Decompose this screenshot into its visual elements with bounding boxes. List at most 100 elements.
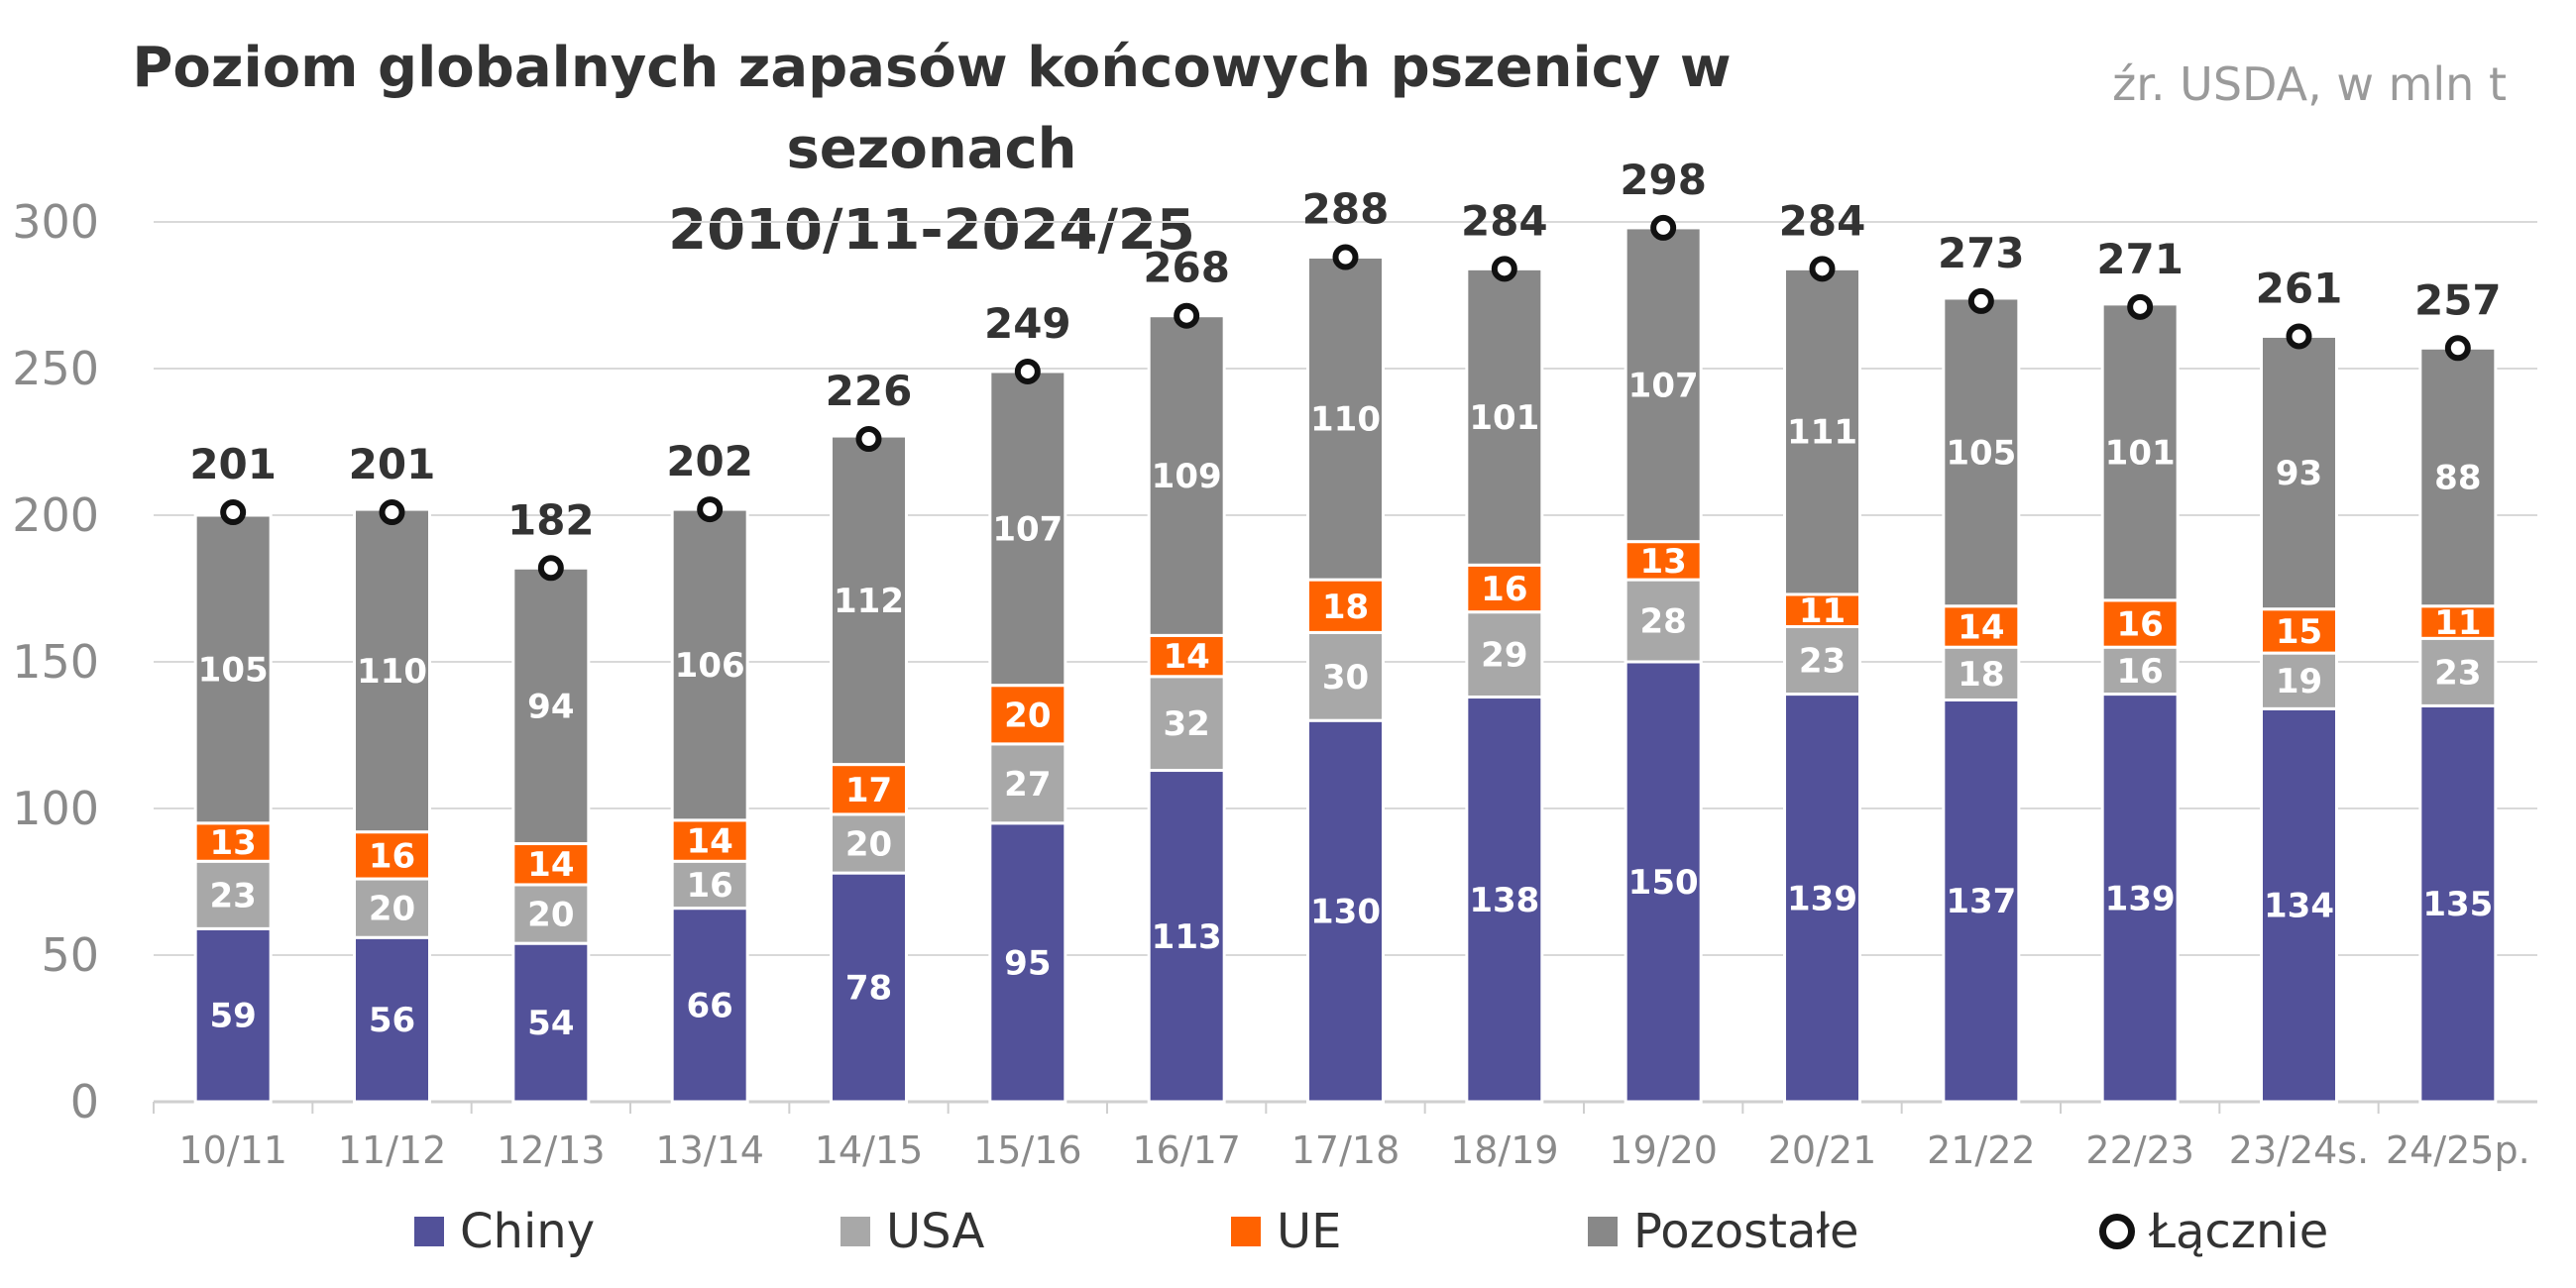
data-label-ue: 13 — [1640, 542, 1687, 582]
legend-swatch-pozostale — [1588, 1217, 1618, 1246]
bar-segment-usa — [2100, 645, 2180, 697]
data-label-pozostale: 109 — [1152, 457, 1222, 496]
data-label-ue: 14 — [527, 845, 574, 885]
bars: 5923131055620161105420149466161410678201… — [193, 226, 2498, 1104]
bar-segment-usa — [1783, 624, 1861, 697]
bar-segment-chiny — [353, 935, 431, 1104]
data-label-ue: 16 — [369, 836, 415, 876]
bar-segment-usa — [511, 883, 591, 945]
x-tick-label: 14/15 — [815, 1128, 924, 1172]
bar-segment-ue — [988, 684, 1067, 746]
data-label-usa: 27 — [1004, 765, 1051, 805]
data-label-usa: 20 — [845, 825, 892, 865]
y-axis: 0 50 100 150 200 250 300 — [12, 195, 99, 1128]
y-tick-label-100: 100 — [12, 782, 99, 835]
x-axis: 10/11 11/12 12/13 13/14 14/15 15/16 16/17 17/18… — [153, 1102, 2530, 1172]
legend-item-chiny: Chiny — [414, 1197, 595, 1266]
data-label-usa: 20 — [527, 896, 574, 935]
total-label: 226 — [826, 367, 913, 415]
data-label-usa: 23 — [210, 876, 257, 915]
total-marker — [379, 499, 405, 526]
data-label-chiny: 56 — [369, 1001, 415, 1040]
bar-segment-chiny — [670, 907, 749, 1104]
total-marker — [537, 555, 564, 582]
bar-segment-ue — [1306, 578, 1385, 634]
data-label-ue: 11 — [1799, 591, 1846, 631]
legend-label-ue: UE — [1277, 1204, 1342, 1259]
total-marker — [855, 426, 882, 453]
bar-segment-pozostale — [1306, 256, 1385, 582]
total-label: 202 — [666, 437, 753, 485]
x-tick-label: 24/25p. — [2386, 1128, 2530, 1172]
bar-segment-usa — [830, 812, 908, 875]
bar-segment-usa — [988, 742, 1067, 825]
bar-segment-pozostale — [193, 513, 273, 825]
data-label-ue: 16 — [1481, 570, 1527, 609]
bar-segment-pozostale — [1147, 314, 1226, 637]
legend-item-lacznie: Łącznie — [2099, 1197, 2328, 1266]
total-label: 182 — [507, 495, 595, 544]
data-label-chiny: 113 — [1152, 917, 1222, 957]
data-label-chiny: 150 — [1628, 863, 1699, 903]
x-tick-label: 10/11 — [178, 1128, 287, 1172]
bar-segment-pozostale — [353, 507, 431, 834]
data-label-usa: 16 — [2117, 652, 2164, 692]
data-label-ue: 20 — [1004, 696, 1051, 735]
bar-segment-chiny — [2100, 693, 2180, 1104]
data-label-ue: 16 — [2117, 605, 2164, 645]
x-tick-label: 19/20 — [1609, 1128, 1718, 1172]
data-label-pozostale: 107 — [992, 509, 1063, 549]
x-tick-label: 20/21 — [1768, 1128, 1877, 1172]
data-label-usa: 16 — [687, 866, 733, 906]
bar-segment-chiny — [1147, 769, 1226, 1104]
data-label-pozostale: 105 — [198, 650, 269, 690]
data-label-chiny: 139 — [1787, 879, 1857, 918]
data-label-ue: 14 — [1164, 637, 1210, 677]
total-marker — [697, 496, 724, 523]
data-label-pozostale: 101 — [1469, 398, 1539, 438]
data-label-ue: 15 — [2276, 612, 2322, 652]
chart-title: Poziom globalnych zapasów końcowych psze… — [0, 28, 1863, 271]
bar-segment-ue — [830, 763, 908, 816]
y-tick-label-300: 300 — [12, 195, 99, 249]
chart-title-line-2: 2010/11-2024/25 — [668, 198, 1195, 263]
data-label-usa: 19 — [2276, 662, 2322, 701]
data-label-pozostale: 106 — [675, 646, 745, 686]
data-label-pozostale: 94 — [527, 687, 574, 726]
data-label-ue: 14 — [1958, 607, 2004, 647]
data-label-ue: 13 — [210, 823, 257, 863]
legend-marker-lacznie — [2099, 1214, 2135, 1249]
total-marker — [1967, 287, 1994, 314]
y-tick-label-200: 200 — [12, 488, 99, 542]
data-label-ue: 11 — [2434, 603, 2481, 643]
data-label-usa: 29 — [1481, 636, 1527, 676]
total-markers: 201 201 182 202 226 249 268 288 284 298 284 273 271 2… — [189, 156, 2502, 582]
bar-segment-pozostale — [1942, 296, 2021, 608]
bar-segment-chiny — [1624, 660, 1703, 1104]
data-label-chiny: 138 — [1469, 881, 1539, 920]
data-label-chiny: 59 — [210, 997, 257, 1036]
data-label-pozostale: 101 — [2105, 433, 2176, 473]
x-tick-label: 17/18 — [1291, 1128, 1400, 1172]
x-tick-label: 13/14 — [655, 1128, 764, 1172]
data-label-chiny: 54 — [527, 1004, 574, 1043]
total-marker — [2286, 323, 2312, 350]
bar-segment-chiny — [2260, 706, 2338, 1104]
legend-item-ue: UE — [1231, 1197, 1341, 1266]
data-label-pozostale: 93 — [2276, 454, 2322, 493]
data-label-usa: 32 — [1164, 704, 1210, 744]
data-label-pozostale: 88 — [2434, 459, 2481, 498]
bar-segment-pozostale — [511, 566, 591, 846]
total-label: 201 — [349, 440, 436, 488]
bar-segment-pozostale — [1624, 226, 1703, 544]
bar-segment-ue — [2418, 604, 2498, 640]
bar-segment-pozostale — [1783, 267, 1861, 596]
legend-swatch-ue — [1231, 1217, 1261, 1246]
data-label-chiny: 130 — [1310, 893, 1381, 932]
data-label-usa: 28 — [1640, 602, 1687, 642]
total-marker — [2127, 293, 2154, 320]
total-marker — [1809, 256, 1836, 282]
bar-segment-pozostale — [670, 507, 749, 822]
bar-segment-chiny — [1783, 693, 1861, 1104]
total-label: 268 — [1143, 244, 1230, 292]
